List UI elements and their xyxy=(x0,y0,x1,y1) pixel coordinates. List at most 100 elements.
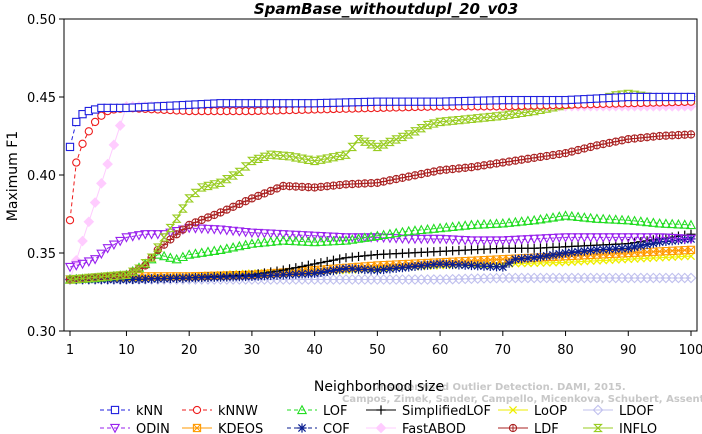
asterisk-marker xyxy=(284,269,295,280)
hourglass-marker xyxy=(460,115,471,124)
triangle-down-marker xyxy=(221,226,232,236)
hourglass-marker xyxy=(159,233,170,242)
x-tick-label: 40 xyxy=(306,343,323,358)
triangle-down-marker xyxy=(522,235,534,245)
triangle-marker xyxy=(384,228,396,239)
axes: 0.30 0.35 0.40 0.45 0.50 1 10 20 30 40 50 60 70 80 90 1… xyxy=(27,13,702,358)
triangle-marker xyxy=(215,244,226,255)
triangle-down-marker xyxy=(227,226,239,237)
circle-marker xyxy=(192,405,202,415)
triangle-down-marker xyxy=(491,236,502,246)
asterisk-marker xyxy=(567,247,577,257)
hourglass-marker xyxy=(265,150,276,159)
triangle-down-marker xyxy=(416,234,427,245)
triangle-marker xyxy=(541,213,552,223)
triangle-marker xyxy=(434,222,446,233)
x-tick-label: 30 xyxy=(244,343,261,358)
hourglass-marker xyxy=(190,188,201,198)
diamond-filled-marker xyxy=(70,254,82,266)
legend-item-fastabod: FastABOD xyxy=(366,422,466,434)
triangle-marker xyxy=(209,245,220,255)
triangle-down-marker xyxy=(428,234,439,245)
asterisk-marker xyxy=(667,236,677,246)
circle-plus-marker-cross xyxy=(580,144,588,153)
hourglass-marker xyxy=(134,264,144,273)
asterisk-marker xyxy=(372,265,382,275)
triangle-down-marker xyxy=(121,233,132,243)
asterisk-marker xyxy=(648,238,658,248)
triangle-marker xyxy=(453,220,465,231)
triangle-down-marker xyxy=(365,233,377,243)
triangle-down-marker xyxy=(579,233,590,243)
circle-marker xyxy=(84,127,93,136)
triangle-down-marker xyxy=(89,255,101,265)
asterisk-marker xyxy=(435,259,445,269)
triangle-down-marker xyxy=(240,227,251,238)
triangle-down-marker xyxy=(547,233,559,244)
hourglass-marker xyxy=(246,156,257,166)
hourglass-marker xyxy=(447,116,458,125)
triangle-down-marker xyxy=(453,235,465,246)
hourglass-marker xyxy=(221,175,232,184)
triangle-marker xyxy=(441,222,452,232)
asterisk-marker xyxy=(341,264,351,274)
hourglass-marker xyxy=(347,142,358,152)
triangle-marker xyxy=(353,233,364,243)
hourglass-marker xyxy=(77,274,88,283)
triangle-down-marker xyxy=(397,234,408,245)
square-x-marker xyxy=(655,247,664,256)
asterisk-marker xyxy=(278,270,288,280)
hourglass-marker xyxy=(171,214,182,223)
plot-frame xyxy=(63,18,698,332)
asterisk-marker xyxy=(209,272,219,282)
hourglass-marker xyxy=(391,135,402,144)
hourglass-marker xyxy=(441,117,452,126)
legend-item-inflo: INFLO xyxy=(583,422,657,434)
circle-plus-marker-cross xyxy=(587,143,595,151)
plus-marker xyxy=(328,255,339,265)
asterisk-marker xyxy=(259,271,270,281)
asterisk-marker xyxy=(454,260,464,270)
asterisk-marker xyxy=(360,264,370,275)
triangle-marker xyxy=(554,211,565,221)
triangle-marker xyxy=(315,236,327,246)
legend-label: LDF xyxy=(534,422,559,434)
asterisk-marker xyxy=(598,244,608,255)
x-tick-label: 80 xyxy=(557,343,574,358)
asterisk-marker xyxy=(629,242,640,252)
asterisk-marker xyxy=(353,264,364,274)
asterisk-marker xyxy=(184,273,194,283)
triangle-marker xyxy=(447,221,458,231)
x-tick-label: 70 xyxy=(495,343,512,358)
diamond-filled-marker xyxy=(89,197,101,208)
triangle-down-marker xyxy=(108,240,120,251)
triangle-marker xyxy=(466,219,477,230)
triangle-down-marker xyxy=(391,234,402,244)
triangle-marker xyxy=(491,218,502,228)
triangle-marker xyxy=(560,210,571,220)
triangle-down-marker xyxy=(409,234,421,245)
hourglass-marker xyxy=(215,178,226,187)
triangle-marker xyxy=(234,240,245,251)
asterisk-marker xyxy=(121,274,132,285)
circle-marker xyxy=(72,158,81,167)
triangle-marker xyxy=(428,223,439,233)
triangle-marker xyxy=(547,212,559,222)
triangle-down-marker xyxy=(516,235,527,245)
triangle-marker xyxy=(503,217,515,227)
square-x-marker xyxy=(192,423,202,433)
triangle-down-marker xyxy=(127,232,138,242)
asterisk-marker xyxy=(146,274,157,284)
triangle-down-marker xyxy=(165,228,176,239)
triangle-down-marker xyxy=(71,261,82,271)
x-marker xyxy=(508,405,518,415)
asterisk-marker xyxy=(310,268,320,278)
triangle-down-marker xyxy=(209,225,220,235)
x-tick-label: 1 xyxy=(66,343,74,358)
y-tick-label: 0.30 xyxy=(27,325,56,340)
square-x-marker xyxy=(680,246,689,255)
asterisk-marker xyxy=(303,268,313,279)
series-line xyxy=(69,215,692,280)
triangle-marker xyxy=(635,216,646,226)
